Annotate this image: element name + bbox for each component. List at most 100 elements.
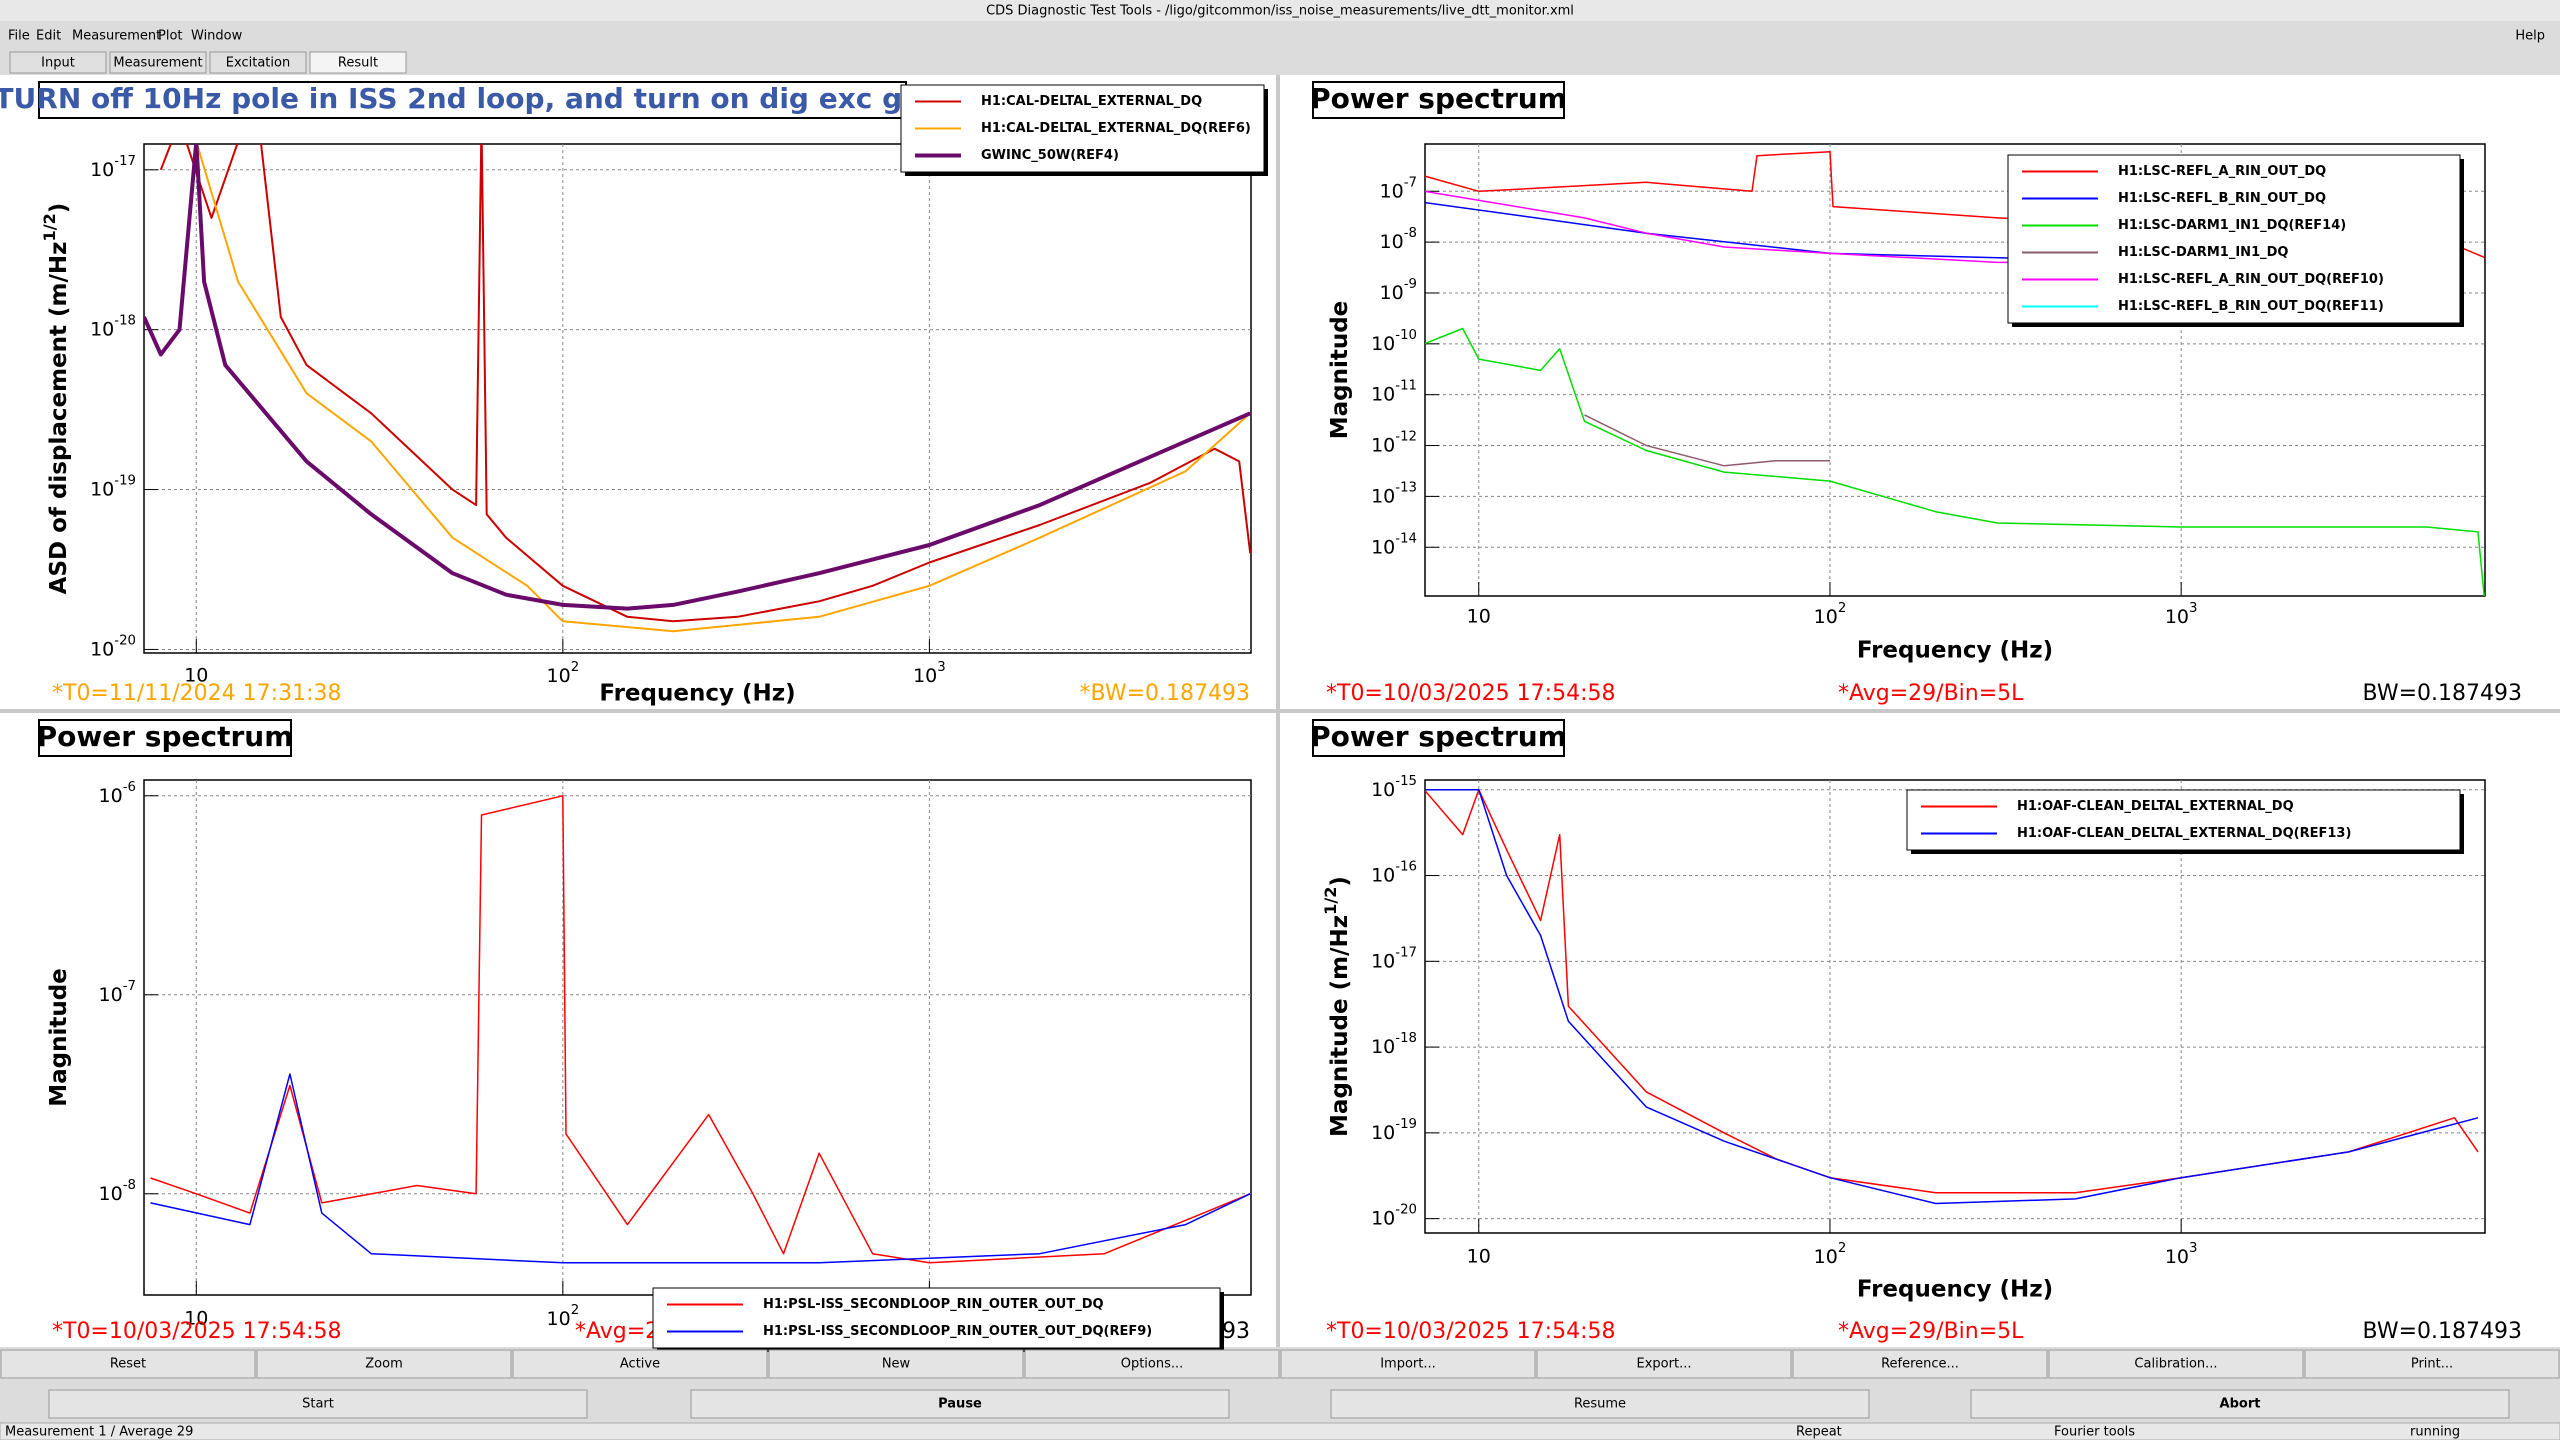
y-tick-label-base: 10 (1371, 536, 1395, 558)
title-bar (0, 0, 2560, 21)
control-label: Pause (938, 1397, 982, 1412)
legend-label: H1:OAF-CLEAN_DELTAL_EXTERNAL_DQ(REF13) (2017, 826, 2351, 841)
legend-label: H1:LSC-REFL_A_RIN_OUT_DQ (2118, 164, 2326, 179)
button[interactable] (1024, 1349, 1280, 1379)
x-tick-label: 103 (913, 660, 946, 687)
button[interactable] (2048, 1349, 2304, 1379)
footer-right: BW=0.187493 (2363, 681, 2522, 706)
status-field: Fourier tools (2054, 1425, 2135, 1440)
tab[interactable] (9, 51, 107, 74)
y-tick-label: 10-14 (1371, 531, 1417, 558)
window-title: CDS Diagnostic Test Tools - /ligo/gitcom… (986, 4, 1574, 19)
legend-label: H1:LSC-DARM1_IN1_DQ(REF14) (2118, 218, 2346, 233)
button-label: Export... (1637, 1357, 1692, 1372)
legend-box (652, 1287, 1221, 1349)
y-tick-label-base: 10 (1380, 231, 1404, 253)
plot-title: Power spectrum (37, 720, 294, 753)
y-tick-label-base: 10 (1380, 180, 1404, 202)
y-tick-label: 10-15 (1371, 774, 1417, 801)
legend-label: GWINC_50W(REF4) (981, 148, 1119, 163)
legend-label: H1:LSC-REFL_A_RIN_OUT_DQ(REF10) (2118, 272, 2384, 287)
x-tick-label-sup: 3 (2189, 601, 2197, 616)
menu-item[interactable]: Window (191, 29, 243, 44)
button[interactable] (1280, 1349, 1536, 1379)
x-tick-label-base: 10 (1814, 606, 1838, 628)
y-tick-label-base: 10 (90, 478, 114, 500)
y-tick-label: 10-19 (1371, 1117, 1417, 1144)
y-tick-label: 10-20 (90, 633, 136, 660)
button[interactable] (1536, 1349, 1792, 1379)
y-tick-label-sup: -8 (1404, 226, 1417, 241)
x-tick-label-base: 10 (547, 1308, 571, 1330)
y-axis-label: Magnitude (1327, 301, 1353, 440)
tab[interactable] (209, 51, 307, 74)
y-tick-label-sup: -20 (1395, 1203, 1417, 1218)
y-tick-label: 10-8 (99, 1178, 136, 1205)
y-tick-label: 10-6 (99, 780, 136, 807)
y-tick-label-base: 10 (1380, 281, 1404, 303)
status-field: Repeat (1796, 1425, 1842, 1440)
button[interactable] (512, 1349, 768, 1379)
legend-box (900, 84, 1265, 173)
y-tick-label-base: 10 (1371, 332, 1395, 354)
footer-middle: *Avg=29/Bin=5L (1838, 681, 2024, 706)
y-tick-label-base: 10 (1371, 1207, 1395, 1229)
menu-item[interactable]: Measurement (72, 29, 161, 44)
title-box (1312, 719, 1565, 757)
y-tick-label: 10-12 (1371, 430, 1417, 457)
x-tick-label-base: 10 (913, 665, 937, 687)
x-axis-label: Frequency (Hz) (1857, 638, 2053, 664)
x-tick-label-sup: 2 (1838, 601, 1846, 616)
plot-title: Power spectrum (1310, 82, 1567, 115)
legend-box (2007, 154, 2461, 324)
menu-item[interactable]: File (8, 29, 30, 44)
button[interactable] (2304, 1349, 2560, 1379)
status-bar (0, 1422, 2560, 1440)
y-axis-label-end: ) (1327, 876, 1353, 887)
y-tick-label-base: 10 (90, 318, 114, 340)
y-tick-label: 10-10 (1371, 328, 1417, 355)
control-button[interactable] (1970, 1389, 2510, 1419)
y-axis-label-text: Magnitude (m/Hz (1327, 915, 1353, 1137)
traces (150, 795, 1251, 1264)
y-axis-label: Magnitude (m/Hz1/2) (1321, 876, 1353, 1137)
trace (1425, 201, 2182, 264)
control-button[interactable] (690, 1389, 1230, 1419)
button-label: Reference... (1881, 1357, 1959, 1372)
button-label: Active (620, 1357, 660, 1372)
y-tick-label: 10-19 (90, 474, 136, 501)
menu-item[interactable]: Edit (36, 29, 61, 44)
button[interactable] (256, 1349, 512, 1379)
y-tick-label-sup: -10 (1395, 328, 1417, 343)
button[interactable] (768, 1349, 1024, 1379)
tab[interactable] (109, 51, 207, 74)
legend-label: H1:PSL-ISS_SECONDLOOP_RIN_OUTER_OUT_DQ (763, 1297, 1104, 1312)
menu-help[interactable]: Help (2515, 29, 2545, 44)
y-tick-label-base: 10 (1371, 485, 1395, 507)
button-label: Import... (1380, 1357, 1436, 1372)
tab-label: Input (41, 56, 75, 71)
y-tick-label-base: 10 (1371, 434, 1395, 456)
y-tick-label-sup: -18 (1395, 1031, 1417, 1046)
y-tick-label-base: 10 (1371, 864, 1395, 886)
button-label: Options... (1121, 1357, 1184, 1372)
y-tick-label: 10-17 (1371, 945, 1417, 972)
trace (1425, 789, 2479, 1205)
x-tick-label-base: 10 (2165, 606, 2189, 628)
button[interactable] (1792, 1349, 2048, 1379)
y-tick-label-sup: -11 (1395, 379, 1417, 394)
button[interactable] (0, 1349, 256, 1379)
menu-item[interactable]: Plot (158, 29, 183, 44)
pane-divider (0, 709, 2560, 713)
x-axis-label: Frequency (Hz) (599, 681, 795, 707)
y-tick-label-sup: -8 (123, 1178, 136, 1193)
y-tick-label: 10-7 (99, 979, 136, 1006)
footer-left: *T0=10/03/2025 17:54:58 (1326, 1319, 1615, 1344)
y-tick-label-sup: -7 (123, 979, 136, 994)
y-tick-label-sup: -9 (1404, 277, 1417, 292)
y-tick-label-base: 10 (1371, 1121, 1395, 1143)
tab[interactable] (309, 51, 407, 74)
y-tick-label: 10-16 (1371, 860, 1417, 887)
y-tick-label-sup: -13 (1395, 480, 1417, 495)
